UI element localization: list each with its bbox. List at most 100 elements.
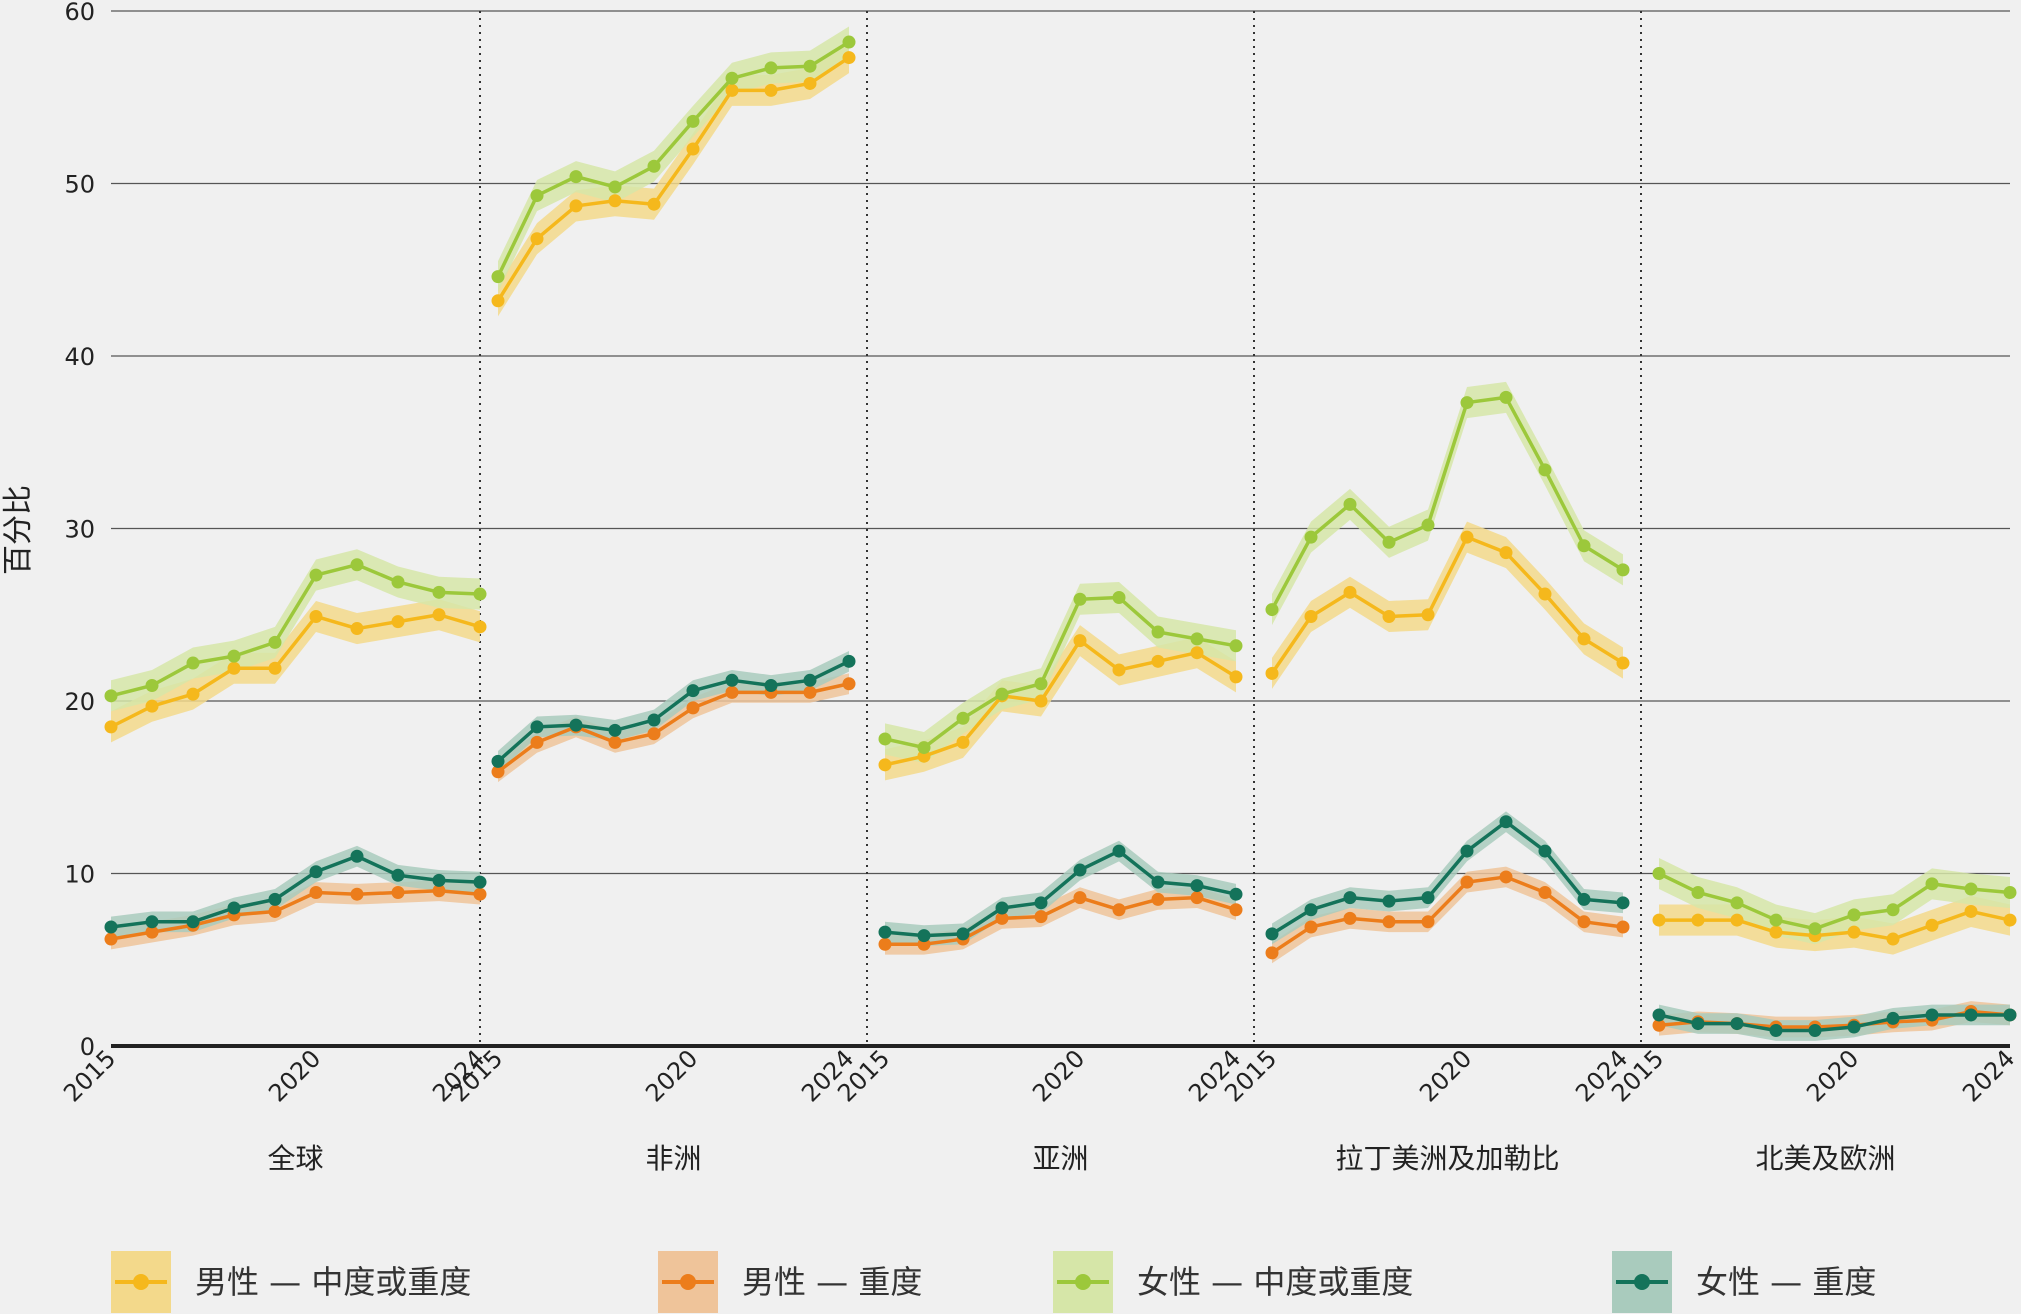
x-tick-label: 2020 (640, 1044, 703, 1107)
data-point-female_sev (1652, 1008, 1666, 1022)
confidence-band-female_sev (498, 650, 849, 772)
data-point-male_mod (956, 735, 970, 749)
data-point-male_sev (1460, 875, 1474, 889)
x-tick-label: 2024 (1957, 1044, 2020, 1107)
data-point-male_mod (432, 608, 446, 622)
data-point-male_mod (569, 199, 583, 213)
series-line-female_sev (1271, 820, 1624, 936)
data-point-female_mod (1538, 463, 1552, 477)
y-tick-label: 0 (80, 1033, 95, 1061)
series-line-female_mod (1270, 395, 1624, 611)
legend-label: 女性 — 重度 (1696, 1263, 1876, 1301)
data-point-female_sev (878, 925, 892, 939)
data-point-female_sev (1577, 892, 1591, 906)
series-line-male_mod (496, 56, 850, 302)
data-point-female_mod (1265, 603, 1279, 617)
data-point-male_sev (145, 925, 159, 939)
data-point-female_sev (1112, 844, 1126, 858)
series-line-male_sev (496, 682, 850, 774)
data-point-female_sev (803, 673, 817, 687)
data-point-male_sev (391, 885, 405, 899)
data-point-male_mod (1499, 546, 1513, 560)
data-point-male_sev (1151, 892, 1165, 906)
data-point-female_mod (104, 689, 118, 703)
data-point-female_mod (1616, 563, 1630, 577)
legend-marker (1075, 1274, 1091, 1290)
data-point-female_mod (1886, 903, 1900, 917)
data-point-female_mod (432, 585, 446, 599)
data-point-female_sev (391, 868, 405, 882)
data-point-male_mod (227, 661, 241, 675)
data-point-male_sev (1190, 891, 1204, 905)
data-point-female_mod (1730, 896, 1744, 910)
series-line-female_sev (884, 849, 1237, 938)
data-point-female_mod (186, 656, 200, 670)
data-point-female_sev (1730, 1017, 1744, 1031)
data-point-male_sev (1538, 885, 1552, 899)
data-point-female_mod (1691, 885, 1705, 899)
data-point-male_mod (1652, 913, 1666, 927)
data-point-male_sev (1229, 903, 1243, 917)
data-point-male_mod (803, 76, 817, 90)
data-point-male_sev (842, 677, 856, 691)
data-point-male_mod (1034, 694, 1048, 708)
data-point-female_sev (1616, 896, 1630, 910)
data-point-male_mod (725, 83, 739, 97)
data-point-female_sev (268, 892, 282, 906)
legend-label: 男性 — 重度 (742, 1263, 922, 1301)
data-point-female_sev (2003, 1008, 2017, 1022)
data-point-female_sev (1229, 887, 1243, 901)
confidence-band-male_sev (498, 673, 849, 783)
data-point-female_sev (104, 920, 118, 934)
data-point-female_sev (309, 865, 323, 879)
data-point-female_mod (1112, 591, 1126, 604)
data-point-male_mod (104, 720, 118, 734)
data-point-female_mod (686, 114, 700, 128)
series-line-male_sev (110, 889, 481, 941)
data-point-female_mod (1229, 639, 1243, 653)
data-point-female_mod (491, 270, 505, 284)
legend-label: 男性 — 中度或重度 (195, 1263, 471, 1301)
panel-label: 亚洲 (1032, 1142, 1088, 1175)
data-point-male_sev (1616, 920, 1630, 934)
panel-label: 拉丁美洲及加勒比 (1335, 1142, 1559, 1175)
data-point-female_mod (995, 687, 1009, 701)
data-point-female_sev (1769, 1023, 1783, 1037)
data-point-female_sev (1265, 927, 1279, 941)
data-point-female_sev (1964, 1008, 1978, 1022)
data-point-female_sev (491, 754, 505, 768)
data-point-female_mod (1499, 390, 1513, 404)
y-tick-label: 40 (64, 343, 95, 371)
data-point-male_sev (725, 685, 739, 699)
legend: 男性 — 中度或重度 男性 — 重度 女性 — 中度或重度 女性 — 重度 (111, 1251, 1876, 1313)
data-point-female_sev (725, 673, 739, 687)
data-point-male_mod (309, 609, 323, 623)
data-point-female_mod (725, 71, 739, 85)
data-point-female_mod (1460, 396, 1474, 410)
y-tick-label: 50 (64, 171, 95, 199)
data-point-male_mod (1616, 656, 1630, 670)
data-point-female_sev (1034, 896, 1048, 910)
data-point-female_sev (608, 723, 622, 737)
confidence-band-female_mod (1272, 381, 1623, 626)
data-point-female_sev (764, 678, 778, 692)
data-point-male_mod (647, 197, 661, 211)
data-point-female_sev (1073, 863, 1087, 877)
x-tick-label: 2020 (1414, 1044, 1477, 1107)
data-point-male_mod (2003, 913, 2017, 927)
data-point-female_mod (1577, 539, 1591, 553)
data-point-female_sev (227, 901, 241, 915)
data-point-female_mod (1073, 592, 1087, 606)
data-point-male_sev (1265, 946, 1279, 960)
data-point-male_mod (186, 687, 200, 701)
data-point-male_sev (309, 885, 323, 899)
data-point-male_mod (1577, 632, 1591, 646)
confidence-band-male_mod (1272, 521, 1623, 689)
data-point-male_mod (1730, 913, 1744, 927)
data-point-female_sev (350, 849, 364, 863)
data-point-male_sev (1304, 920, 1318, 934)
confidence-band-female_mod (111, 549, 480, 712)
data-point-female_sev (1421, 891, 1435, 905)
data-point-female_sev (1499, 815, 1513, 829)
panel-label: 非洲 (645, 1142, 701, 1175)
